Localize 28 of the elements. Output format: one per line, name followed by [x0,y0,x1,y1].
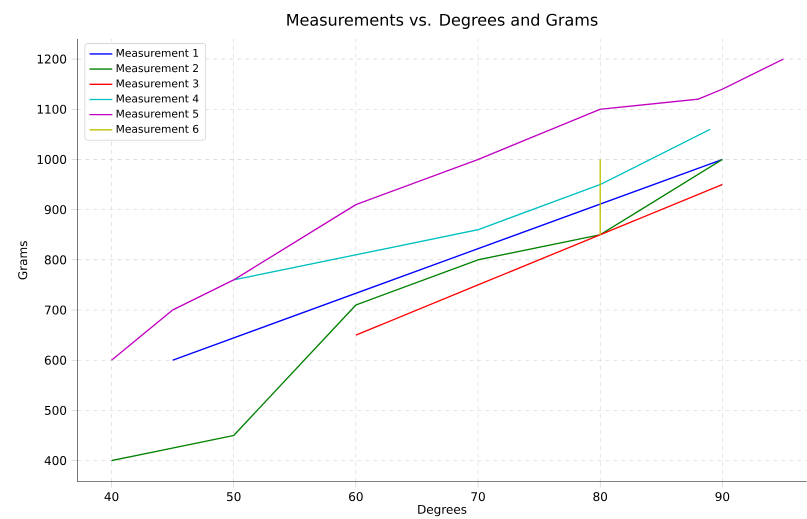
x-tick-label: 80 [593,492,608,502]
line-series [355,184,724,336]
y-tick-label: 1200 [38,54,66,64]
y-tick-label: 600 [44,356,66,365]
line-series [110,58,784,361]
x-tick-label: 90 [715,492,730,502]
y-tick-label: 400 [44,456,66,466]
line-series [110,158,724,462]
line-series [233,128,711,281]
x-tick-label: 60 [349,492,363,502]
y-tick-label: 1100 [38,104,66,114]
legend-label: Measurement 4 [116,94,198,103]
legend-label: Measurement 1 [116,49,198,57]
y-tick-label: 500 [44,406,66,415]
y-tick-label: 800 [44,255,66,264]
legend-label: Measurement 6 [116,124,198,133]
chart-title: Measurements vs. Degrees and Grams [287,13,598,29]
x-tick-label: 70 [471,492,485,502]
y-tick-label: 1000 [38,154,66,164]
y-tick-label: 700 [45,305,66,315]
legend-label: Measurement 3 [116,79,198,88]
legend-label: Measurement 5 [116,110,198,118]
y-tick-label: 900 [44,205,66,214]
legend-label: Measurement 2 [116,64,198,72]
x-tick-label: 50 [226,492,241,502]
x-tick-label: 40 [104,492,118,502]
y-axis-title: Grams [18,241,28,280]
x-axis-title: Degrees [418,504,466,516]
